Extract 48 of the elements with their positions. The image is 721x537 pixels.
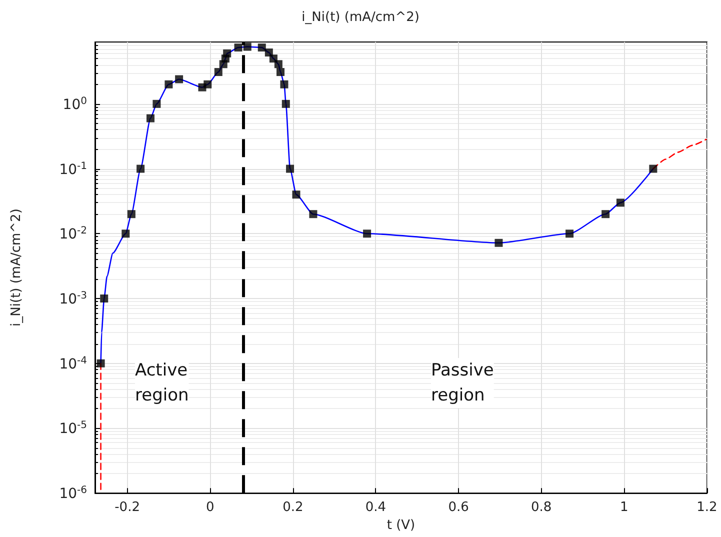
x-tick-label: 0.6 (448, 500, 469, 516)
point (100, 294, 108, 302)
chart-title: i_Ni(t) (mA/cm^2) (302, 10, 420, 25)
point (223, 49, 232, 58)
x-axis-title: t (V) (386, 518, 416, 533)
point (214, 68, 222, 76)
x-tick-label: -0.2 (114, 500, 140, 516)
point (363, 230, 372, 238)
point (274, 60, 282, 68)
y-tick-label: 10$^{-6}$ (59, 484, 87, 502)
point (258, 44, 266, 52)
point (122, 230, 130, 238)
point (494, 238, 503, 247)
x-tick-label: 1 (620, 500, 628, 516)
y-tick-label: 10$^{0}$ (62, 95, 87, 113)
x-tick-label: 0 (206, 500, 214, 516)
point (286, 164, 294, 173)
point (243, 42, 252, 51)
point (234, 44, 242, 52)
y-axis-title: i_Ni(t) (mA/cm^2) (9, 208, 24, 326)
point (96, 359, 105, 368)
point (276, 68, 285, 76)
point (175, 75, 184, 84)
point (136, 164, 145, 173)
annotation: Active region (135, 360, 189, 406)
x-tick-label: 1.2 (696, 500, 718, 516)
point (566, 230, 574, 238)
y-tick-label: 10$^{-2}$ (59, 225, 87, 243)
y-tick-label: 10$^{-1}$ (59, 160, 87, 178)
point (146, 114, 154, 122)
annotation: Passive region (431, 360, 494, 406)
point (292, 190, 300, 199)
y-tick-label: 10$^{-4}$ (59, 354, 87, 372)
point (616, 198, 624, 207)
point (282, 100, 290, 108)
x-tick-label: 0.8 (531, 500, 552, 516)
point (309, 210, 318, 218)
point (280, 80, 288, 88)
point (204, 80, 212, 88)
point (152, 100, 161, 108)
x-tick-label: 0.2 (282, 500, 304, 516)
point (602, 210, 610, 218)
point (127, 210, 136, 218)
point (649, 164, 658, 173)
y-tick-label: 10$^{-3}$ (59, 290, 87, 308)
point (164, 80, 173, 88)
x-tick-label: 0.4 (365, 500, 386, 516)
y-tick-label: 10$^{-5}$ (59, 420, 87, 438)
